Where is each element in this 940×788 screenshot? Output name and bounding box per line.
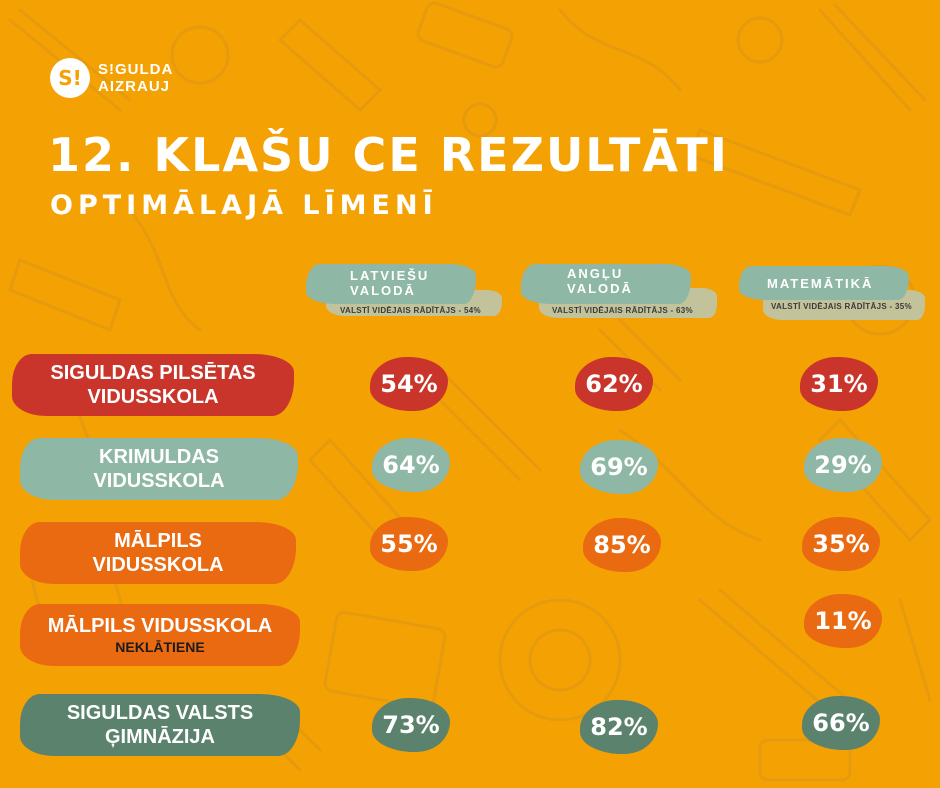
column-title-line-1: MATEMĀTIKĀ [767, 276, 874, 291]
page-title: 12. KLAŠU CE REZULTĀTI [48, 128, 729, 182]
school-name-line-2: ĢIMNĀZIJA [105, 726, 215, 748]
value-malpils-neklatiene-math: 11% [804, 594, 882, 648]
column-title-line-2: VALODĀ [567, 281, 633, 296]
value-siguldas-pilsetas-latvian: 54% [370, 357, 448, 411]
column-title-line-1: ANGĻU [567, 266, 624, 281]
school-name-line-1: KRIMULDAS [99, 446, 219, 468]
column-header-math: MATEMĀTIKĀ VALSTĪ VIDĒJAIS RĀDĪTĀJS - 35… [735, 262, 925, 328]
value-siguldas-gimnazija-english: 82% [580, 700, 658, 754]
value-siguldas-pilsetas-english: 62% [575, 357, 653, 411]
school-name-line-1: MĀLPILS [114, 530, 202, 552]
value-siguldas-gimnazija-latvian: 73% [372, 698, 450, 752]
value-malpils-latvian: 55% [370, 517, 448, 571]
school-label-malpils: MĀLPILS VIDUSSKOLA [20, 522, 296, 584]
value-malpils-english: 85% [583, 518, 661, 572]
value-krimuldas-latvian: 64% [372, 438, 450, 492]
school-name-line-1: MĀLPILS VIDUSSKOLA [47, 615, 273, 637]
column-title-line-2: VALODĀ [350, 283, 416, 298]
column-header-english: ANGĻU VALODĀ VALSTĪ VIDĒJAIS RĀDĪTĀJS - … [515, 262, 725, 328]
school-name-line-1: SIGULDAS VALSTS [66, 702, 254, 724]
value-siguldas-gimnazija-math: 66% [802, 696, 880, 750]
school-name-line-2: VIDUSSKOLA [92, 554, 224, 576]
value-krimuldas-english: 69% [580, 440, 658, 494]
school-label-krimuldas: KRIMULDAS VIDUSSKOLA [20, 438, 298, 500]
column-note: VALSTĪ VIDĒJAIS RĀDĪTĀJS - 35% [771, 302, 912, 311]
logo-line-2: AIZRAUJ [98, 78, 171, 95]
column-header-latvian: LATVIEŠU VALODĀ VALSTĪ VIDĒJAIS RĀDĪTĀJS… [300, 262, 510, 328]
column-note: VALSTĪ VIDĒJAIS RĀDĪTĀJS - 63% [552, 306, 693, 315]
logo-line-1: S!GULDA [98, 61, 174, 78]
logo-mark: S! [50, 58, 90, 98]
school-label-siguldas-valsts-gimnazija: SIGULDAS VALSTS ĢIMNĀZIJA [20, 694, 300, 756]
value-siguldas-pilsetas-math: 31% [800, 357, 878, 411]
column-title-brush [306, 264, 476, 304]
school-name-line-2: VIDUSSKOLA [93, 470, 225, 492]
logo-text: S!GULDA AIZRAUJ [98, 61, 173, 95]
logo: S! S!GULDA AIZRAUJ [50, 58, 173, 98]
value-malpils-math: 35% [802, 517, 880, 571]
column-title-brush [521, 264, 691, 304]
school-name-sub: NEKLĀTIENE [115, 639, 205, 655]
value-krimuldas-math: 29% [804, 438, 882, 492]
column-note: VALSTĪ VIDĒJAIS RĀDĪTĀJS - 54% [340, 306, 481, 315]
column-title-brush [739, 266, 909, 300]
school-name-line-1: SIGULDAS PILSĒTAS [50, 362, 256, 384]
school-name-line-2: VIDUSSKOLA [87, 386, 219, 408]
column-title-line-1: LATVIEŠU [350, 268, 430, 283]
school-label-malpils-neklatiene: MĀLPILS VIDUSSKOLA NEKLĀTIENE [20, 604, 300, 666]
school-label-siguldas-pilsetas: SIGULDAS PILSĒTAS VIDUSSKOLA [12, 354, 294, 416]
page-subtitle: OPTIMĀLAJĀ LĪMENĪ [50, 190, 438, 221]
